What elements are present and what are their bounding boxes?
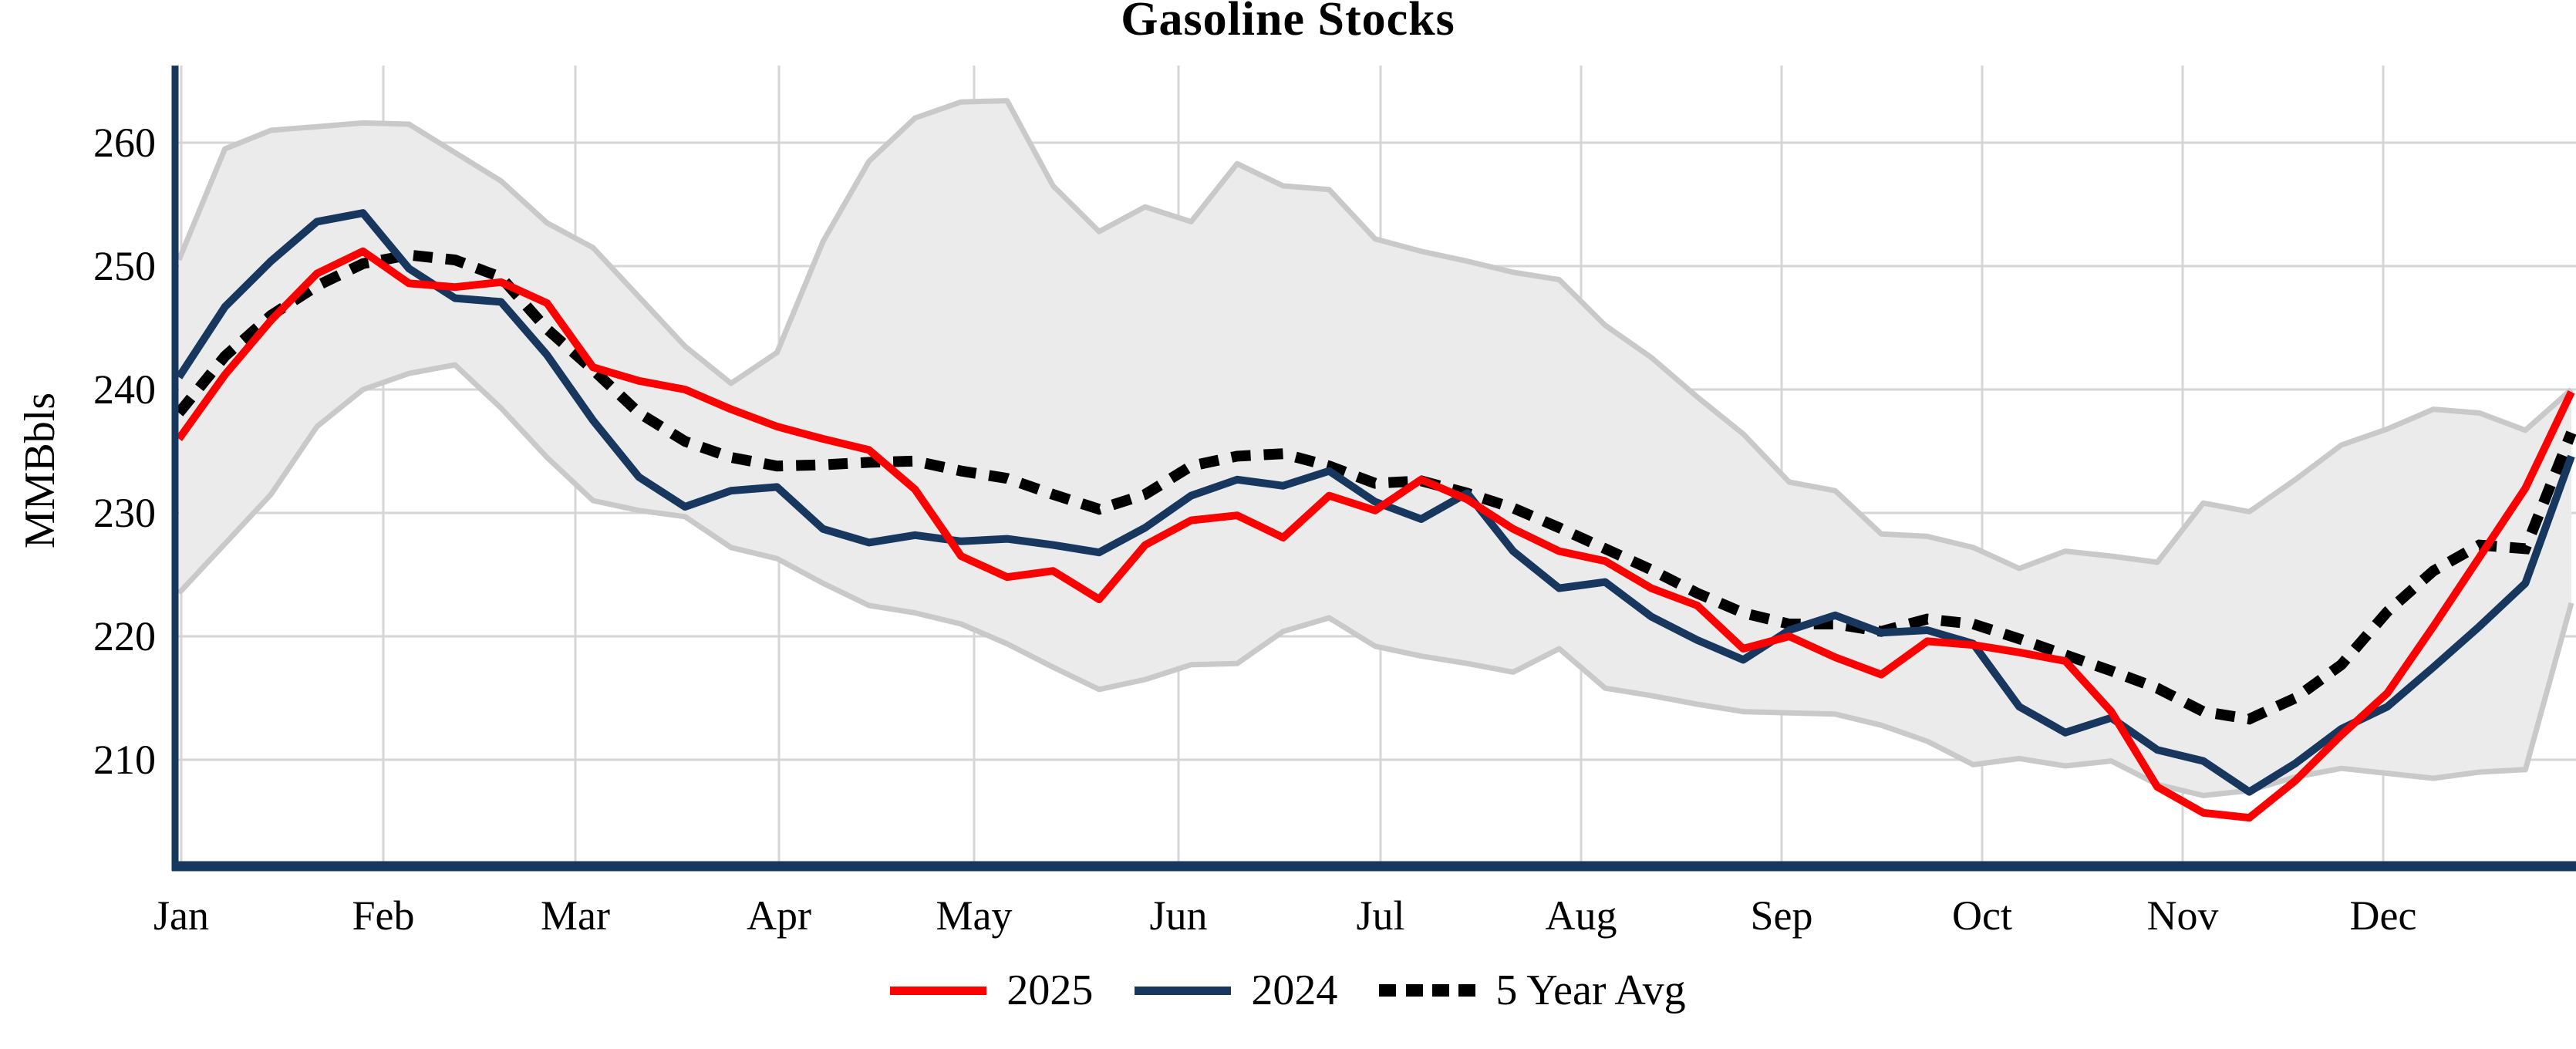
legend-label-2025: 2025 xyxy=(1006,966,1094,1014)
x-tick-label-Dec: Dec xyxy=(2350,892,2417,939)
x-tick-label-Nov: Nov xyxy=(2147,892,2219,939)
series-2024-line xyxy=(175,209,2575,796)
y-tick-label-210: 210 xyxy=(93,737,156,783)
chart-title: Gasoline Stocks xyxy=(1121,0,1455,46)
y-tick-label-260: 260 xyxy=(93,120,156,166)
x-tick-label-Apr: Apr xyxy=(747,892,811,939)
x-tick-label-Oct: Oct xyxy=(1952,892,2012,939)
legend-swatch-2025-line xyxy=(890,986,987,995)
legend-label-2024: 2024 xyxy=(1251,966,1338,1014)
y-tick-label-250: 250 xyxy=(93,243,156,289)
y-tick-label-240: 240 xyxy=(93,366,156,413)
x-tick-label-Jan: Jan xyxy=(153,892,209,939)
legend-item-2024: 2024 xyxy=(1135,966,1337,1015)
x-tick-label-Jun: Jun xyxy=(1149,892,1207,939)
x-tick-label-Feb: Feb xyxy=(352,892,415,939)
y-tick-label-220: 220 xyxy=(93,613,156,659)
x-tick-label-May: May xyxy=(936,892,1013,939)
series-5yr-avg-line xyxy=(174,249,2576,725)
x-tick-label-Jul: Jul xyxy=(1356,892,1404,939)
x-tick-label-Aug: Aug xyxy=(1546,892,1617,939)
band-bottom-line xyxy=(177,362,2574,798)
x-tick-label-Sep: Sep xyxy=(1751,892,1813,939)
legend: 2025 2024 5 Year Avg xyxy=(0,966,2576,1015)
y-tick-label-230: 230 xyxy=(93,490,156,536)
legend-item-5yr-avg: 5 Year Avg xyxy=(1379,966,1686,1015)
five-year-range-band xyxy=(179,100,2571,796)
legend-item-2025: 2025 xyxy=(890,966,1093,1015)
legend-swatch-2024-line xyxy=(1135,986,1232,995)
legend-label-5yr-avg: 5 Year Avg xyxy=(1495,966,1686,1014)
x-tick-label-Mar: Mar xyxy=(541,892,610,939)
band-top-line xyxy=(176,98,2574,572)
series-2025-line xyxy=(175,247,2575,822)
legend-swatch-5yr-dotted-line xyxy=(1379,984,1476,997)
